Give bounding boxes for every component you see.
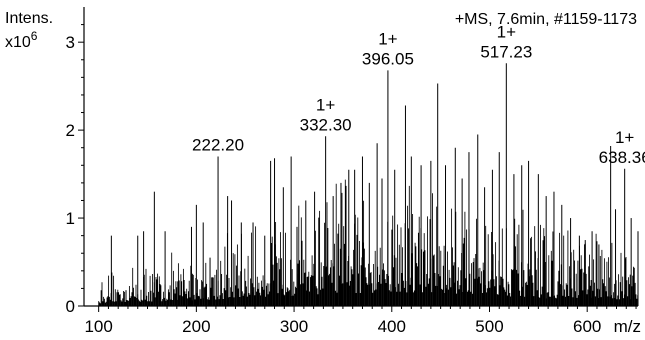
y-tick-label: 1 bbox=[66, 209, 75, 228]
x-tick-label: 500 bbox=[475, 317, 503, 336]
x-tick-label: 300 bbox=[280, 317, 308, 336]
y-tick-label: 0 bbox=[66, 297, 75, 316]
peak-mz-label: 396.05 bbox=[362, 49, 414, 68]
x-tick-label: 600 bbox=[573, 317, 601, 336]
peak-charge-label: 1+ bbox=[316, 95, 335, 114]
y-axis-label: Intens. bbox=[5, 10, 53, 27]
peak-charge-label: 1+ bbox=[497, 22, 516, 41]
spectrum-info-title: +MS, 7.6min, #1159-1173 bbox=[455, 11, 637, 28]
peaks-layer bbox=[98, 63, 639, 306]
y-tick-label: 3 bbox=[66, 33, 75, 52]
x-axis-label: m/z bbox=[614, 317, 641, 336]
peak-mz-label: 638.36 bbox=[599, 148, 645, 167]
x-tick-label: 400 bbox=[378, 317, 406, 336]
noise-spectrum-trace bbox=[98, 179, 639, 306]
peak-mz-label: 222.20 bbox=[192, 136, 244, 155]
x-tick-label: 200 bbox=[182, 317, 210, 336]
peak-mz-label: 517.23 bbox=[480, 42, 532, 61]
y-axis-multiplier: x106 bbox=[5, 29, 38, 51]
labels-layer: Intens. x106 +MS, 7.6min, #1159-1173 m/z… bbox=[5, 10, 645, 336]
y-multiplier-exponent: 6 bbox=[31, 29, 38, 43]
y-tick-label: 2 bbox=[66, 121, 75, 140]
x-tick-label: 100 bbox=[84, 317, 112, 336]
peak-mz-label: 332.30 bbox=[300, 115, 352, 134]
peak-charge-label: 1+ bbox=[378, 29, 397, 48]
axes-layer bbox=[78, 7, 638, 312]
peak-charge-label: 1+ bbox=[615, 128, 634, 147]
y-multiplier-base: x10 bbox=[5, 34, 31, 51]
